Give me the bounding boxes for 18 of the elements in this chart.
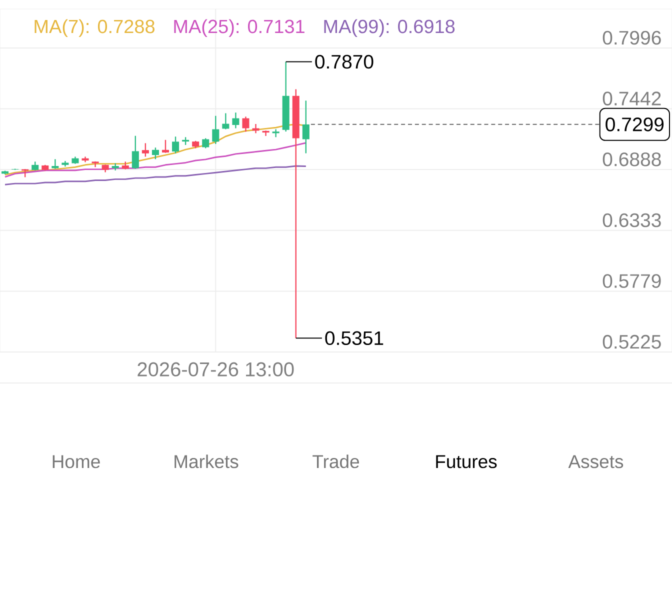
text: Assets bbox=[568, 455, 624, 468]
y-tick-label: 0.5225 bbox=[602, 334, 661, 349]
y-tick-label: 0.5779 bbox=[602, 274, 661, 288]
text: MA(99): 0.6918 bbox=[324, 19, 455, 37]
text: Futures bbox=[436, 455, 497, 468]
ref-line-label: 0.7299 bbox=[606, 118, 664, 132]
y-tick-label: 0.7442 bbox=[602, 92, 661, 106]
y-tick-label: 0.6333 bbox=[602, 213, 661, 228]
text: MA(7): 0.7288 bbox=[34, 19, 154, 37]
annotation: 0.5351 bbox=[325, 331, 384, 346]
text: Trade bbox=[312, 454, 360, 468]
y-tick-label: 0.7996 bbox=[602, 30, 661, 45]
text: MA(25): 0.7131 bbox=[174, 19, 304, 37]
y-tick-label: 0.6888 bbox=[602, 152, 661, 166]
annotation: 0.7870 bbox=[315, 54, 374, 69]
x-tick-label: 2026-07-26 13:00 bbox=[138, 362, 294, 376]
text: Home bbox=[52, 455, 100, 468]
text: Markets bbox=[174, 454, 238, 468]
